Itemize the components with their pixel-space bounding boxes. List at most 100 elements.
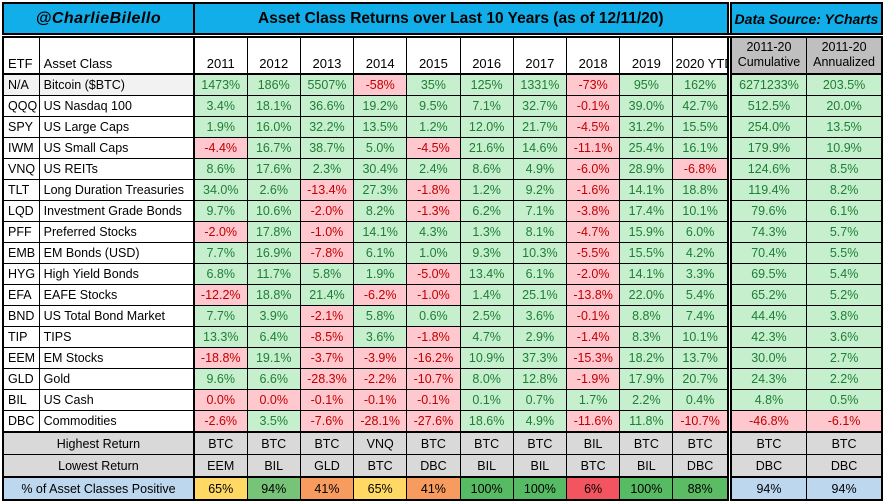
table-row: BIL US Cash 0.0% 0.0% -0.1% -0.1% -0.1% 0.1% 0.7… <box>2 389 883 411</box>
asset-class-cell: US Nasdaq 100 <box>38 95 195 117</box>
return-cell: 1331% <box>512 73 568 96</box>
etf-cell: QQQ <box>2 95 40 117</box>
return-cell: -4.7% <box>565 221 621 243</box>
return-cell: 28.9% <box>619 158 674 180</box>
asset-class-cell: US Small Caps <box>38 137 195 159</box>
return-cell: 20.7% <box>672 368 730 390</box>
return-cell: -16.2% <box>406 347 461 369</box>
return-cell: 1.3% <box>459 221 514 243</box>
return-cell: -3.8% <box>565 200 621 222</box>
table-row: GLD Gold 9.6% 6.6% -28.3% -2.2% -10.7% 8.0% 12.8… <box>2 368 883 390</box>
return-cell: 12.8% <box>512 368 568 390</box>
return-cell: 19.2% <box>353 95 408 117</box>
etf-cell: PFF <box>2 221 40 243</box>
return-cell: 5.4% <box>672 284 730 306</box>
return-cell: -12.2% <box>192 284 248 306</box>
pct-positive-cell: 94% <box>806 476 883 501</box>
return-cell: -1.0% <box>406 284 461 306</box>
return-cell: 8.6% <box>192 158 248 180</box>
pct-positive-row: % of Asset Classes Positive 65% 94% 41% 65% 4… <box>2 476 883 501</box>
return-cell: 4.9% <box>512 158 568 180</box>
col-header-cumulative: 2011-20 Cumulative <box>726 35 808 75</box>
highest-return-cell: BTC <box>672 431 730 455</box>
asset-class-cell: Preferred Stocks <box>38 221 195 243</box>
return-cell: 8.8% <box>619 305 674 327</box>
return-cell: 44.4% <box>726 305 808 327</box>
return-cell: -15.3% <box>565 347 621 369</box>
lowest-return-cell: DBC <box>672 454 730 478</box>
return-cell: 10.1% <box>672 326 730 348</box>
return-cell: 11.7% <box>246 263 301 285</box>
etf-cell: BIL <box>2 389 40 411</box>
return-cell: -0.1% <box>299 389 355 411</box>
asset-class-cell: Bitcoin ($BTC) <box>38 73 195 96</box>
return-cell: 16.7% <box>246 137 301 159</box>
return-cell: 6.1% <box>512 263 568 285</box>
return-cell: 37.3% <box>512 347 568 369</box>
pct-positive-cell: 41% <box>406 476 461 501</box>
return-cell: 70.4% <box>726 242 808 264</box>
col-header-year: 2013 <box>299 35 355 75</box>
return-cell: 0.0% <box>246 389 301 411</box>
table-row: DBC Commodities -2.6% 3.5% -7.6% -28.1% -27.6%… <box>2 410 883 433</box>
return-cell: 95% <box>619 73 674 96</box>
table-row: TIP TIPS 13.3% 6.4% -8.5% 3.6% -1.8% 4.7% 2.9% -1… <box>2 326 883 348</box>
lowest-return-label: Lowest Return <box>2 454 195 478</box>
return-cell: 6.6% <box>246 368 301 390</box>
return-cell: 1.9% <box>192 116 248 138</box>
return-cell: 5.7% <box>806 221 883 243</box>
return-cell: 25.4% <box>619 137 674 159</box>
return-cell: 0.7% <box>512 389 568 411</box>
return-cell: -3.7% <box>299 347 355 369</box>
return-cell: 38.7% <box>299 137 355 159</box>
return-cell: 0.4% <box>672 389 730 411</box>
etf-cell: TLT <box>2 179 40 201</box>
return-cell: 3.3% <box>672 263 730 285</box>
return-cell: 2.6% <box>246 179 301 201</box>
pct-positive-cell: 88% <box>672 476 730 501</box>
return-cell: 3.8% <box>806 305 883 327</box>
asset-class-cell: Commodities <box>38 410 195 433</box>
lowest-return-cell: BIL <box>459 454 514 478</box>
return-cell: 6.4% <box>246 326 301 348</box>
return-cell: 14.6% <box>512 137 568 159</box>
return-cell: -0.1% <box>353 389 408 411</box>
etf-cell: EMB <box>2 242 40 264</box>
return-cell: -7.6% <box>299 410 355 433</box>
col-header-year: 2017 <box>512 35 568 75</box>
pct-positive-cell: 65% <box>353 476 408 501</box>
return-cell: 6.2% <box>459 200 514 222</box>
return-cell: 1.4% <box>459 284 514 306</box>
etf-cell: DBC <box>2 410 40 433</box>
return-cell: 30.4% <box>353 158 408 180</box>
return-cell: 17.9% <box>619 368 674 390</box>
return-cell: 7.7% <box>192 242 248 264</box>
col-header-year: 2014 <box>353 35 408 75</box>
return-cell: 10.6% <box>246 200 301 222</box>
table-row: EEM EM Stocks -18.8% 19.1% -3.7% -3.9% -16.2% 1… <box>2 347 883 369</box>
col-header-year: 2019 <box>619 35 674 75</box>
return-cell: -5.0% <box>406 263 461 285</box>
etf-cell: VNQ <box>2 158 40 180</box>
return-cell: -28.3% <box>299 368 355 390</box>
return-cell: -3.9% <box>353 347 408 369</box>
return-cell: 9.3% <box>459 242 514 264</box>
return-cell: 18.8% <box>672 179 730 201</box>
return-cell: 3.4% <box>192 95 248 117</box>
return-cell: 6.8% <box>192 263 248 285</box>
return-cell: -1.3% <box>406 200 461 222</box>
return-cell: 65.2% <box>726 284 808 306</box>
asset-class-cell: EM Stocks <box>38 347 195 369</box>
return-cell: -1.4% <box>565 326 621 348</box>
return-cell: 2.7% <box>806 347 883 369</box>
pct-positive-cell: 94% <box>246 476 301 501</box>
return-cell: 8.1% <box>512 221 568 243</box>
lowest-return-cell: BTC <box>565 454 621 478</box>
lowest-return-cell: DBC <box>806 454 883 478</box>
return-cell: 1.9% <box>353 263 408 285</box>
return-cell: 9.2% <box>512 179 568 201</box>
data-source-label: Data Source: YCharts <box>726 2 883 38</box>
return-cell: 7.4% <box>672 305 730 327</box>
return-cell: -6.2% <box>353 284 408 306</box>
